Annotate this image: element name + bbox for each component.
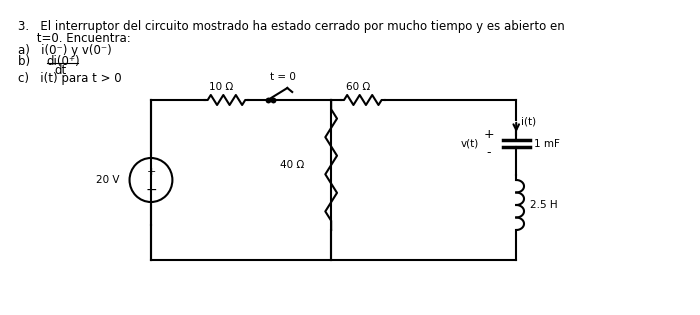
Text: t = 0: t = 0: [270, 72, 295, 82]
Text: 40 Ω: 40 Ω: [279, 160, 304, 170]
Text: t=0. Encuentra:: t=0. Encuentra:: [18, 32, 130, 45]
Text: 3.   El interruptor del circuito mostrado ha estado cerrado por mucho tiempo y e: 3. El interruptor del circuito mostrado …: [18, 20, 564, 33]
Text: 2.5 H: 2.5 H: [530, 200, 557, 210]
Text: dt: dt: [55, 64, 66, 77]
Text: c)   i(t) para t > 0: c) i(t) para t > 0: [18, 72, 121, 85]
Text: i(t): i(t): [521, 117, 536, 127]
Text: +: +: [484, 129, 494, 141]
Text: -: -: [486, 146, 491, 159]
Text: di(0⁺): di(0⁺): [47, 55, 80, 68]
Text: a)   i(0⁻) y v(0⁻): a) i(0⁻) y v(0⁻): [18, 44, 111, 57]
Text: 60 Ω: 60 Ω: [346, 82, 370, 92]
Text: v(t): v(t): [461, 139, 480, 149]
Text: 20 V: 20 V: [97, 175, 120, 185]
Text: b): b): [18, 55, 37, 68]
Text: 10 Ω: 10 Ω: [209, 82, 234, 92]
Text: +: +: [146, 167, 155, 177]
Text: 1 mF: 1 mF: [534, 139, 559, 149]
Text: −: −: [145, 183, 157, 197]
